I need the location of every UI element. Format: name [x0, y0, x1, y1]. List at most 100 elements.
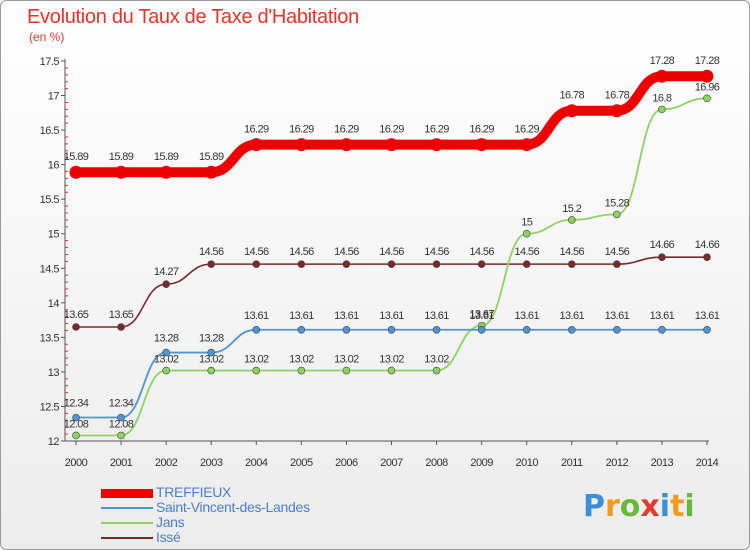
data-label: 14.56	[199, 246, 224, 258]
series-point	[613, 325, 621, 334]
legend-label: Saint-Vincent-des-Landes	[156, 499, 310, 515]
data-label: 16.29	[469, 124, 494, 136]
series-point	[522, 325, 531, 334]
series-line	[75, 256, 708, 328]
logo-letter: x	[640, 489, 660, 524]
series-point	[249, 138, 263, 152]
x-tick-label: 2002	[155, 457, 178, 469]
series-point	[252, 366, 261, 375]
legend-swatch	[101, 537, 153, 539]
data-label: 14.56	[289, 246, 314, 258]
data-label: 14.56	[334, 246, 359, 258]
series-point	[613, 260, 621, 268]
data-label: 17.28	[695, 55, 720, 67]
series-point	[297, 366, 306, 375]
logo-letter: r	[605, 489, 620, 524]
series-point	[387, 260, 396, 268]
series-point	[610, 104, 624, 118]
series-point	[522, 260, 531, 268]
data-label: 14.56	[379, 246, 404, 258]
chart-title: Evolution du Taux de Taxe d'Habitation	[27, 6, 359, 28]
legend-swatch	[101, 507, 153, 509]
series-point	[700, 69, 714, 83]
series-point	[430, 138, 444, 152]
series-point	[342, 366, 351, 375]
legend-label: Issé	[156, 529, 181, 545]
data-label: 13.61	[469, 310, 494, 322]
x-tick-label: 2006	[335, 457, 358, 469]
x-tick-label: 2009	[470, 457, 493, 469]
data-label: 15.89	[64, 151, 89, 163]
data-label: 13.61	[650, 310, 675, 322]
data-label: 16.29	[334, 124, 359, 136]
series-point	[703, 325, 711, 334]
series-point	[117, 413, 125, 422]
data-label: 12.34	[109, 398, 134, 410]
data-label: 13.02	[424, 354, 449, 366]
data-label: 14.56	[560, 246, 585, 258]
data-label: 15.89	[199, 151, 224, 163]
data-label: 13.02	[154, 354, 179, 366]
series-point	[658, 325, 666, 334]
data-label: 12.08	[109, 418, 134, 430]
x-tick-label: 2005	[290, 457, 313, 469]
data-label: 16.29	[244, 124, 269, 136]
series-point	[655, 69, 669, 83]
series-point	[387, 325, 396, 334]
y-tick-label: 17.5	[40, 56, 60, 68]
series-point	[703, 253, 711, 262]
series-point	[703, 94, 711, 103]
series-point	[297, 325, 306, 334]
legend-swatch	[101, 522, 153, 524]
data-label: 14.56	[469, 246, 494, 258]
y-tick-label: 12.5	[40, 401, 60, 413]
series-point	[252, 260, 261, 268]
y-tick-label: 13	[48, 367, 60, 379]
chart-subtitle: (en %)	[29, 30, 65, 44]
data-label: 13.61	[334, 310, 359, 322]
data-label: 13.28	[199, 333, 224, 345]
series-point	[117, 323, 125, 331]
series-point	[385, 138, 398, 152]
logo-letter: i	[659, 489, 671, 524]
series-point	[567, 260, 576, 268]
series-point	[72, 323, 80, 331]
x-tick-label: 2011	[561, 457, 583, 469]
y-tick-label: 16.5	[40, 125, 60, 137]
x-tick-label: 2012	[606, 457, 629, 469]
logo-letter: t	[670, 489, 685, 524]
data-label: 14.56	[424, 246, 449, 258]
series-point	[69, 165, 83, 179]
data-label: 15	[521, 217, 533, 229]
legend-label: TREFFIEUX	[156, 484, 232, 500]
y-tick-label: 17	[48, 91, 60, 103]
data-label: 16.96	[695, 81, 720, 93]
series-point	[567, 216, 576, 224]
series-point	[432, 325, 441, 334]
series-point	[339, 138, 353, 152]
series-point	[520, 138, 534, 152]
y-tick-label: 14.5	[40, 263, 60, 275]
series-point	[162, 366, 170, 375]
series-point	[207, 366, 216, 375]
series-point	[658, 105, 666, 114]
x-tick-label: 2010	[515, 457, 538, 469]
data-label: 13.61	[560, 310, 585, 322]
series-point	[117, 431, 125, 440]
data-label: 15.89	[154, 151, 179, 163]
series-point	[159, 165, 173, 179]
y-tick-label: 15.5	[40, 194, 60, 206]
data-label: 16.29	[514, 124, 539, 136]
data-label: 17.28	[650, 55, 675, 67]
series-point	[522, 229, 531, 238]
data-label: 13.65	[109, 309, 134, 321]
x-tick-label: 2014	[696, 457, 719, 469]
series-point	[204, 165, 218, 179]
x-tick-label: 2004	[245, 457, 268, 469]
data-label: 13.28	[154, 333, 179, 345]
series-point	[387, 366, 396, 375]
data-label: 12.34	[64, 398, 89, 410]
data-label: 14.27	[154, 266, 179, 278]
